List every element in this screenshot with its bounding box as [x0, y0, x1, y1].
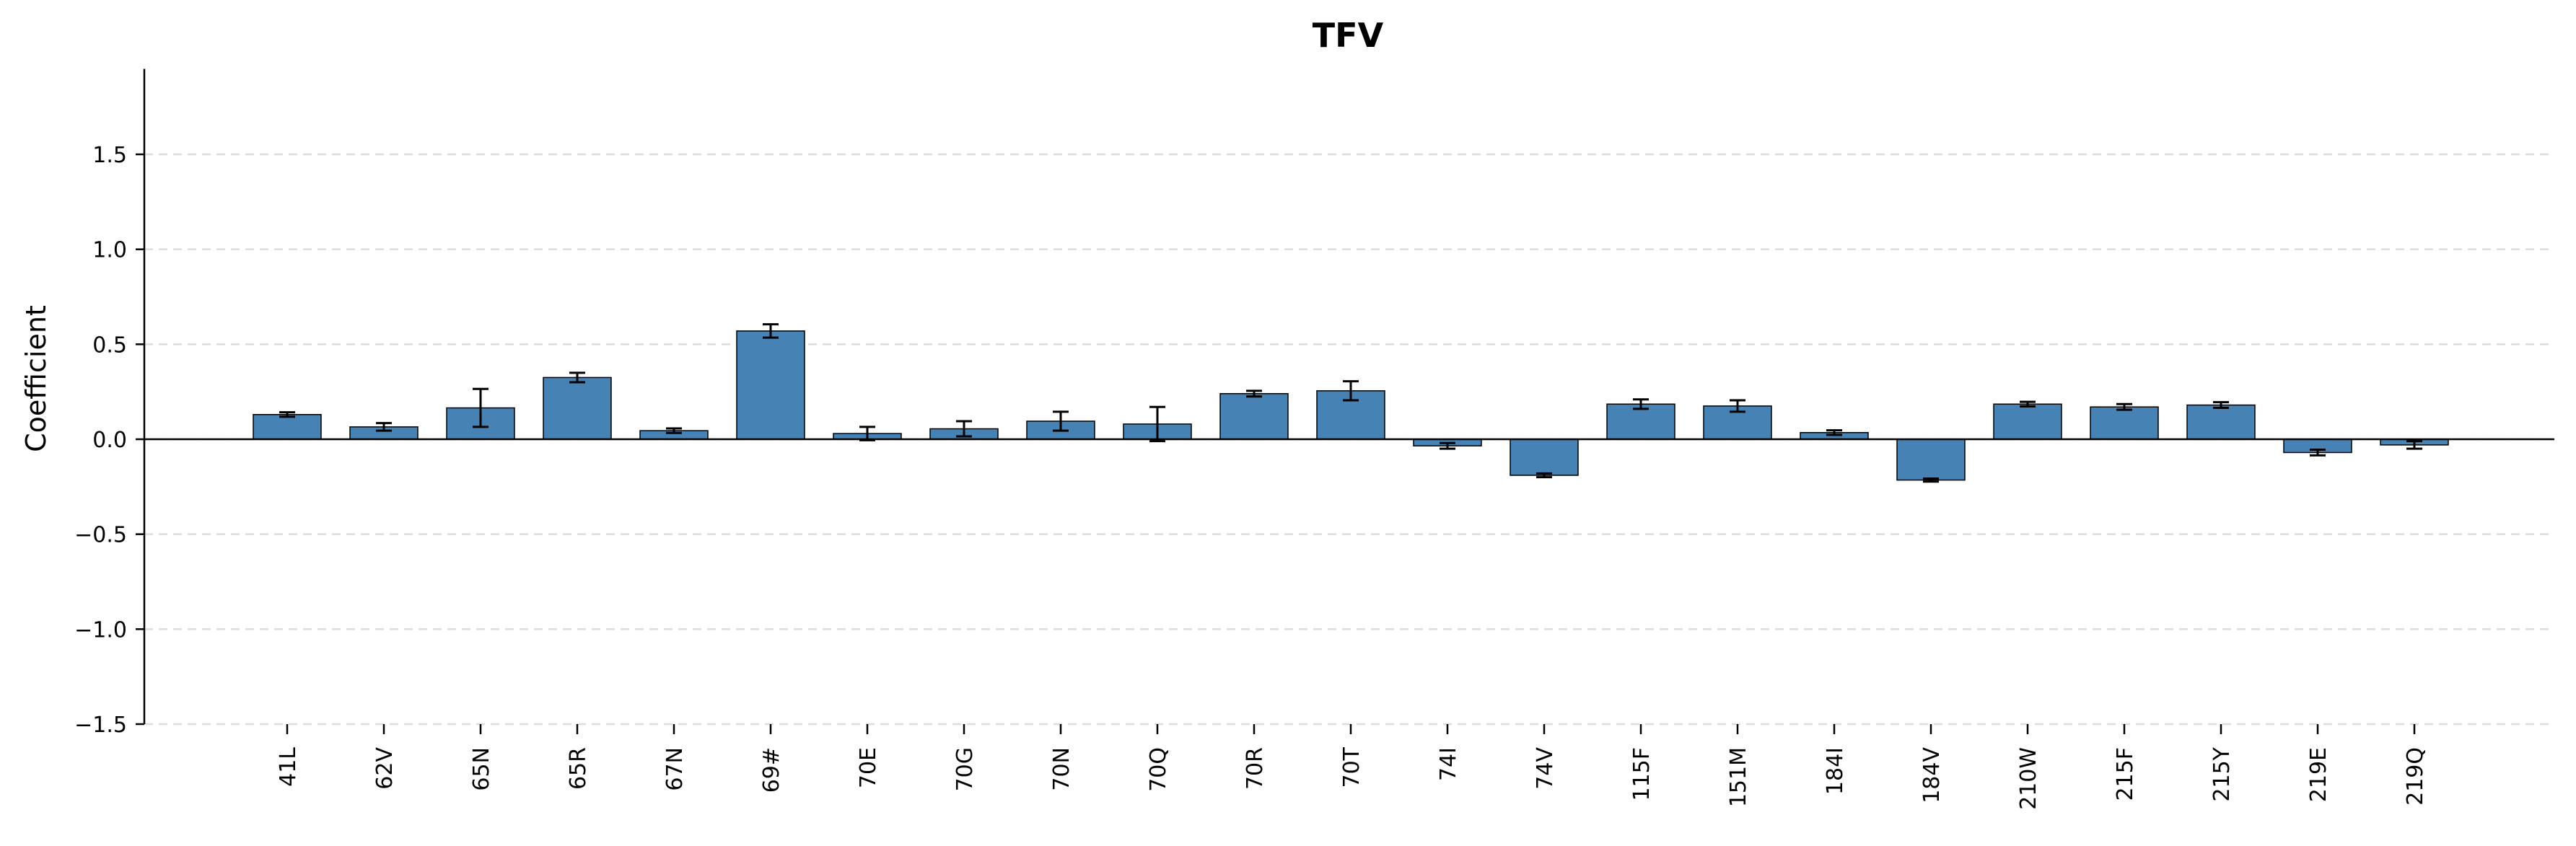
axes [143, 69, 2554, 724]
error-bar-151M [1730, 399, 1745, 413]
error-bar-69# [763, 323, 779, 339]
bar-41L [253, 414, 322, 440]
bar-215Y [2186, 404, 2256, 440]
x-tick-label: 70G [952, 747, 978, 791]
error-bar-62V [376, 422, 392, 432]
bar-115F [1606, 403, 1675, 440]
bar-65R [543, 376, 612, 440]
error-bar-70R [1246, 389, 1262, 398]
error-bar-210W [2020, 400, 2036, 407]
y-tick-label: 1.5 [92, 143, 127, 168]
error-bar-70E [859, 426, 875, 441]
error-bar-184V [1923, 477, 1939, 483]
error-bar-219Q [2406, 440, 2422, 450]
bar-210W [1993, 403, 2062, 440]
error-bar-65N [473, 387, 489, 428]
y-tick-label: −1.5 [74, 713, 127, 738]
bar-74V [1510, 439, 1579, 476]
error-bar-70Q [1149, 405, 1165, 443]
x-tick-label: 115F [1629, 747, 1655, 801]
x-tick-label: 70N [1049, 747, 1074, 791]
y-tick-label: 1.0 [92, 238, 127, 263]
x-tick-label: 70T [1339, 746, 1364, 788]
error-bar-70N [1053, 410, 1069, 432]
y-tick-label: 0.0 [92, 428, 127, 453]
x-tick-label: 151M [1726, 747, 1751, 807]
x-tick-label: 70R [1243, 747, 1268, 790]
x-tick-label: 184I [1823, 747, 1848, 795]
error-bar-67N [666, 427, 682, 434]
error-bar-215Y [2213, 401, 2229, 410]
y-axis-label: Coefficient [20, 305, 52, 452]
x-tick-label: 74I [1436, 747, 1461, 781]
bar-184V [1896, 439, 1966, 481]
x-tick-label: 184V [1919, 747, 1945, 803]
y-tick-label: −1.0 [74, 617, 127, 643]
error-bar-74I [1440, 441, 1455, 450]
error-bar-215F [2116, 402, 2132, 411]
x-tick-label: 67N [662, 747, 688, 791]
error-bar-70T [1343, 380, 1359, 402]
x-tick-label: 219Q [2403, 747, 2428, 806]
x-tick-label: 210W [2016, 747, 2041, 810]
x-tick-label: 41L [276, 747, 301, 787]
x-ticks: 41L 62V 65N 65R 67N 69# 70E 70G 70N 70Q 70R 70T 74I 7… [276, 723, 2428, 810]
error-bar-41L [279, 411, 295, 418]
x-tick-label: 62V [372, 747, 398, 790]
error-bar-115F [1633, 398, 1649, 410]
x-tick-label: 69# [759, 747, 784, 793]
x-tick-label: 65R [566, 747, 591, 790]
x-tick-label: 65N [469, 747, 494, 791]
bar-70R [1219, 393, 1289, 440]
bars [253, 330, 2449, 481]
error-bar-219E [2310, 448, 2326, 457]
chart-title: TFV [1313, 16, 1384, 55]
error-bar-184I [1826, 429, 1842, 436]
error-bar-65R [569, 371, 585, 384]
x-tick-label: 70E [856, 747, 881, 788]
x-tick-label: 219E [2306, 747, 2331, 802]
error-bar-70G [956, 420, 972, 438]
x-tick-label: 215Y [2209, 746, 2235, 801]
y-tick-label: −0.5 [74, 523, 127, 548]
x-tick-label: 70Q [1146, 747, 1171, 792]
x-tick-label: 74V [1533, 747, 1558, 790]
bar-215F [2090, 406, 2159, 440]
y-tick-label: 0.5 [92, 332, 127, 358]
error-bar-74V [1536, 472, 1552, 479]
y-ticks: −1.5 −1.0 −0.5 0.0 0.5 1.0 1.5 [74, 143, 144, 738]
x-tick-label: 215F [2113, 747, 2138, 801]
bar-69# [736, 330, 805, 440]
error-bars [279, 323, 2422, 483]
